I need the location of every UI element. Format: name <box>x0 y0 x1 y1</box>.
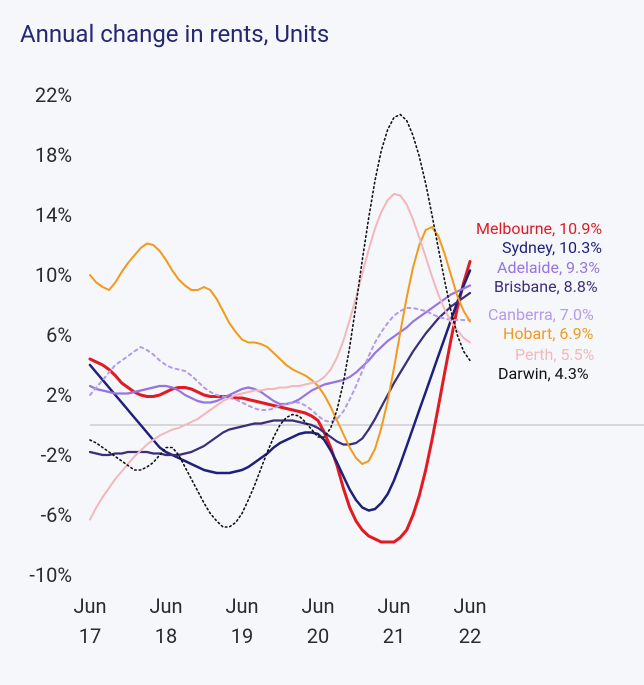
y-tick-label: -6% <box>41 503 72 527</box>
x-tick-year: 17 <box>79 624 101 648</box>
y-tick-label: -2% <box>41 443 72 467</box>
y-tick-label: 14% <box>35 203 72 227</box>
chart-container: Annual change in rents, Units -10%-6%-2%… <box>0 0 644 685</box>
series-label-adelaide: Adelaide, 9.3% <box>497 258 600 277</box>
series-label-darwin: Darwin, 4.3% <box>498 364 589 383</box>
y-tick-label: 10% <box>35 263 72 287</box>
y-tick-label: 6% <box>46 323 72 347</box>
series-label-hobart: Hobart, 6.9% <box>503 324 594 343</box>
series-label-perth: Perth, 5.5% <box>515 345 595 364</box>
series-label-melbourne: Melbourne, 10.9% <box>476 219 602 238</box>
series-sydney <box>90 271 470 511</box>
x-tick-month: Jun <box>453 594 486 618</box>
series-adelaide <box>90 286 470 405</box>
x-tick-year: 22 <box>459 624 481 648</box>
line-chart: -10% -6% -2% 2% 6% 10% 14% 18% 22% Jun 17 Jun 18 Jun 1… <box>0 0 644 685</box>
y-tick-label: 18% <box>35 143 72 167</box>
x-tick-year: 19 <box>231 624 253 648</box>
x-tick-month: Jun <box>73 594 106 618</box>
series-label-canberra: Canberra, 7.0% <box>488 305 594 324</box>
y-tick-label: 2% <box>46 383 72 407</box>
series-label-sydney: Sydney, 10.3% <box>502 238 602 257</box>
x-tick-month: Jun <box>301 594 334 618</box>
series-melbourne <box>90 262 470 543</box>
y-tick-label: 22% <box>35 83 72 107</box>
x-tick-year: 21 <box>383 624 405 648</box>
x-tick-year: 18 <box>155 624 177 648</box>
x-tick-year: 20 <box>307 624 329 648</box>
x-tick-month: Jun <box>377 594 410 618</box>
x-tick-month: Jun <box>149 594 182 618</box>
y-tick-label: -10% <box>29 563 72 587</box>
series-label-brisbane: Brisbane, 8.8% <box>494 277 598 296</box>
x-tick-month: Jun <box>225 594 258 618</box>
